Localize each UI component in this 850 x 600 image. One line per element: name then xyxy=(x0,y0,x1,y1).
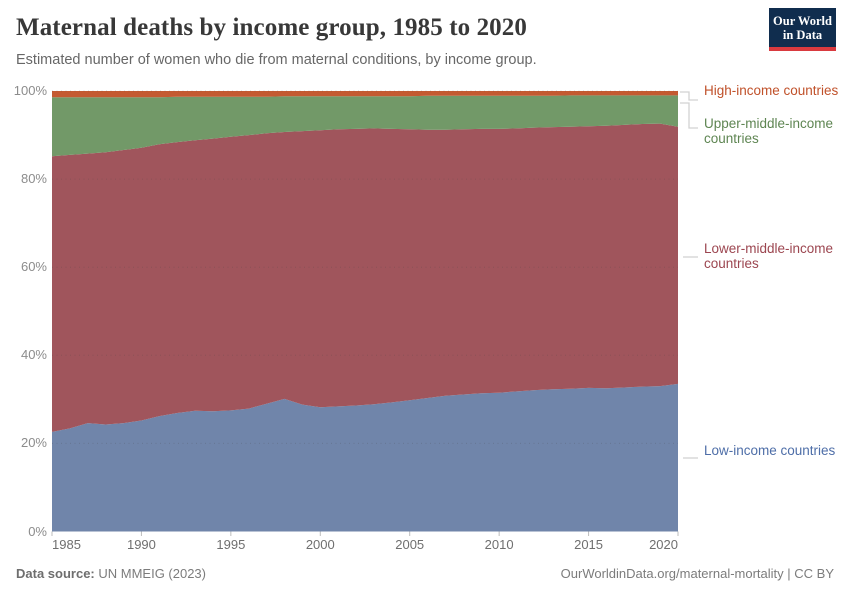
legend-connectors xyxy=(680,91,698,459)
x-axis-tick-label-1990: 1990 xyxy=(126,537,156,552)
y-axis-tick-label-40: 40% xyxy=(20,347,47,363)
area-low-income-countries[interactable] xyxy=(52,383,678,532)
x-axis-tick-label-2020: 2020 xyxy=(649,537,678,552)
data-source-label: Data source: xyxy=(16,566,95,581)
y-axis-tick-label-0: 0% xyxy=(28,523,47,539)
gridlines xyxy=(52,90,678,444)
x-axis-tick-label-2015: 2015 xyxy=(574,537,604,552)
data-source-value: UN MMEIG (2023) xyxy=(94,566,206,581)
owid-logo-line2: in Data xyxy=(782,27,823,42)
y-axis-tick-label-20: 20% xyxy=(20,435,47,451)
attribution-link[interactable]: OurWorldinData.org/maternal-mortality | … xyxy=(560,566,834,581)
y-axis-tick-label-80: 80% xyxy=(20,171,47,187)
owid-logo[interactable]: Our World in Data xyxy=(769,8,836,51)
legend-label-upper-middle-income[interactable]: Upper-middle-income countries xyxy=(704,116,834,146)
area-high-income-countries[interactable] xyxy=(52,91,678,98)
owid-logo-redbar xyxy=(769,47,836,51)
area-upper-middle-income-countries[interactable] xyxy=(52,95,678,157)
area-lower-middle-income-countries[interactable] xyxy=(52,123,678,432)
y-axis-tick-label-100: 100% xyxy=(13,83,47,98)
x-axis-tick-label-2005: 2005 xyxy=(395,537,425,552)
page-title: Maternal deaths by income group, 1985 to… xyxy=(16,14,527,41)
legend-label-low-income[interactable]: Low-income countries xyxy=(704,443,836,458)
owid-logo-box: Our World in Data xyxy=(769,8,836,47)
x-axis-tick-label-2010: 2010 xyxy=(484,537,514,552)
owid-logo-line1: Our World xyxy=(773,13,832,28)
x-axis-tick-label-1985: 1985 xyxy=(52,537,81,552)
x-axis-tick-label-2000: 2000 xyxy=(305,537,335,552)
chart-footer: Data source: UN MMEIG (2023) OurWorldinD… xyxy=(16,566,834,581)
page-subtitle: Estimated number of women who die from m… xyxy=(16,52,537,68)
x-axis-ticks xyxy=(51,531,679,536)
connector-upper-middle-income xyxy=(680,102,698,129)
y-axis-tick-label-60: 60% xyxy=(20,259,47,275)
legend-label-high-income[interactable]: High-income countries xyxy=(704,83,839,98)
legend-label-lower-middle-income[interactable]: Lower-middle-income countries xyxy=(704,241,834,271)
data-source: Data source: UN MMEIG (2023) xyxy=(16,566,206,581)
stacked-areas xyxy=(52,91,678,532)
x-axis-tick-label-1995: 1995 xyxy=(216,537,246,552)
connector-high-income xyxy=(680,91,698,101)
